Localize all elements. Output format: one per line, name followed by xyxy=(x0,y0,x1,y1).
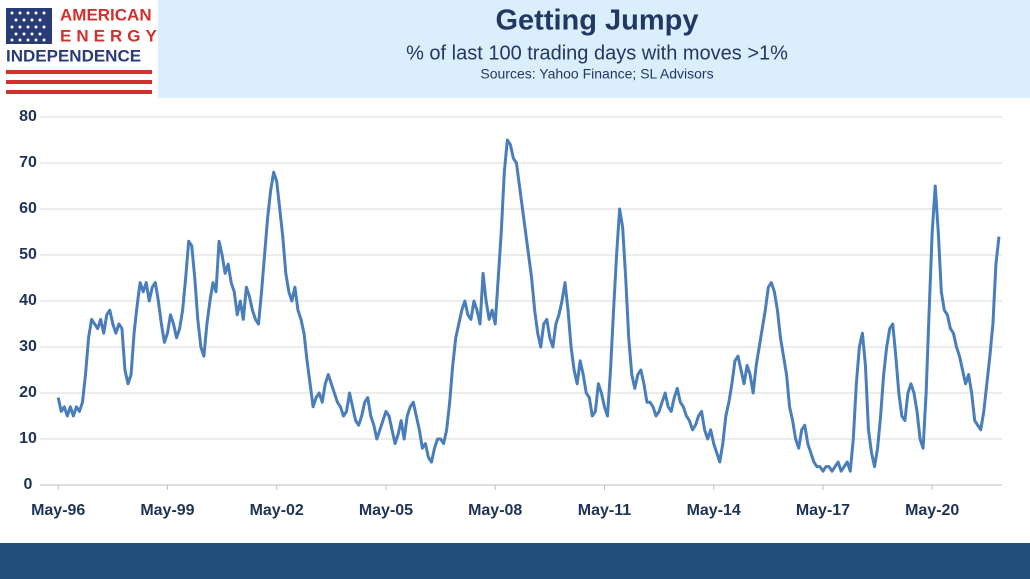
x-tick-label: May-99 xyxy=(140,502,194,519)
x-tick-label: May-05 xyxy=(359,502,413,519)
y-tick-label: 0 xyxy=(24,476,33,493)
y-tick-label: 30 xyxy=(19,338,37,355)
y-tick-label: 80 xyxy=(19,108,37,125)
x-tick-label: May-11 xyxy=(578,502,631,519)
logo-stripe xyxy=(6,80,152,84)
data-line xyxy=(56,138,1001,473)
y-tick-label: 10 xyxy=(19,430,37,447)
x-tick-label: May-96 xyxy=(31,502,85,519)
header-band xyxy=(158,0,1030,98)
logo-text: ENERGY xyxy=(60,26,162,45)
y-tick-label: 60 xyxy=(19,200,37,217)
x-tick-label: May-08 xyxy=(468,502,522,519)
logo: AMERICAN ENERGY INDEPENDENCE xyxy=(6,5,162,94)
y-tick-label: 70 xyxy=(19,154,37,171)
x-tick-label: May-20 xyxy=(905,502,959,519)
x-tick-label: May-17 xyxy=(796,502,850,519)
y-tick-label: 20 xyxy=(19,384,37,401)
x-tick-label: May-14 xyxy=(687,502,741,519)
flag-stars xyxy=(10,11,46,42)
y-tick-label: 50 xyxy=(19,246,37,263)
x-tick-label: May-02 xyxy=(250,502,304,519)
logo-stripe xyxy=(6,90,152,94)
logo-stripe xyxy=(6,70,152,74)
logo-text: AMERICAN xyxy=(60,5,152,24)
chart-title: Getting Jumpy xyxy=(495,5,698,37)
footer-band xyxy=(0,543,1030,579)
chart-subtitle: % of last 100 trading days with moves >1… xyxy=(406,42,788,64)
logo-text: INDEPENDENCE xyxy=(6,46,141,65)
chart-source: Sources: Yahoo Finance; SL Advisors xyxy=(480,66,713,82)
y-tick-label: 40 xyxy=(19,292,37,309)
